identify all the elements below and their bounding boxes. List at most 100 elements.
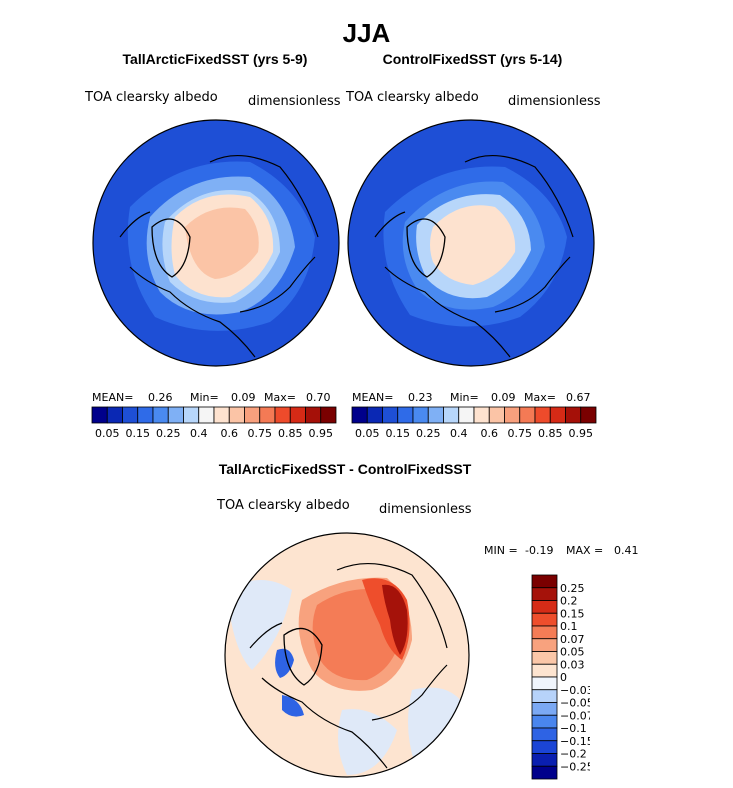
colorbar-tick-label: 0.75 [508, 427, 533, 440]
diff-max-value: 0.41 [614, 544, 639, 557]
colorbar-cell [565, 406, 582, 424]
colorbar-tick-label: 0.75 [248, 427, 273, 440]
colorbar-cell [531, 765, 558, 780]
colorbar-tick-label: 0.25 [560, 582, 585, 595]
panel-title-tall: TallArcticFixedSST (yrs 5-9) [122, 51, 308, 67]
diff-title: TallArcticFixedSST - ControlFixedSST [218, 461, 472, 477]
colorbar-tick-label: 0.05 [355, 427, 380, 440]
colorbar-tick-label: 0.4 [190, 427, 208, 440]
colorbar-cell [91, 406, 108, 424]
colorbar-cell [531, 727, 558, 742]
colorbar-tick-label: 0.25 [416, 427, 441, 440]
map-diff [224, 532, 470, 778]
colorbar-cell [531, 587, 558, 601]
colorbar-cell [397, 406, 414, 424]
colorbar-cell [473, 406, 490, 424]
colorbar-tick-label: −0.03 [560, 684, 590, 697]
colorbar-cell [580, 406, 597, 424]
colorbar-tick-label: 0 [560, 671, 567, 684]
coastline-greenland [283, 627, 323, 686]
colorbar-tick-label: 0.95 [309, 427, 334, 440]
colorbar-tick-label: 0.15 [386, 427, 411, 440]
colorbar-cell [183, 406, 200, 424]
region-negative-1 [275, 648, 304, 717]
panel-units-tall: dimensionless [248, 94, 341, 109]
colorbar-tick-label: 0.6 [481, 427, 499, 440]
max-value: 0.67 [566, 391, 591, 404]
panel-units-control: dimensionless [508, 94, 601, 109]
colorbar-cell [531, 625, 558, 640]
colorbar-cell [289, 406, 306, 424]
coastline-greenland [406, 218, 446, 278]
min-label: Min= [190, 391, 219, 404]
coastline-north-america [374, 211, 511, 358]
colorbar-cell [488, 406, 505, 424]
diff-variable: TOA clearsky albedo [217, 498, 350, 513]
colorbar-cell [531, 702, 558, 716]
coastline-north-america [119, 211, 256, 358]
min-value: 0.09 [491, 391, 516, 404]
map-tall [92, 119, 340, 367]
region-max-increase [382, 584, 408, 655]
diff-min-value: -0.19 [525, 544, 554, 557]
mean-label: MEAN= [352, 391, 394, 404]
colorbar-cell [531, 714, 558, 729]
colorbar-tick-label: −0.2 [560, 748, 587, 761]
colorbar-cell [259, 406, 276, 424]
colorbar-cell [427, 406, 444, 424]
colorbar-tick-label: 0.25 [156, 427, 181, 440]
max-label: Max= [524, 391, 556, 404]
colorbar-cell [504, 406, 521, 424]
colorbar-cell [412, 406, 429, 424]
colorbar-cell [122, 406, 139, 424]
coastline-north-america [249, 622, 388, 769]
colorbar-tick-label: 0.4 [450, 427, 468, 440]
map-border [347, 119, 595, 367]
diff-min-label: MIN = [484, 544, 518, 557]
map-border [92, 119, 340, 367]
colorbar-tick-label: −0.15 [560, 735, 590, 748]
colorbar-control: 0.05 0.15 0.25 0.4 0.6 0.75 0.85 0.95 [351, 406, 597, 440]
colorbar-cell [531, 600, 558, 614]
coastline-eurasia [209, 154, 319, 313]
min-label: Min= [450, 391, 479, 404]
coastline-greenland [151, 218, 191, 278]
colorbar-tick-label: 0.95 [569, 427, 594, 440]
colorbar-cell [320, 406, 337, 424]
colorbar-cell [152, 406, 169, 424]
colorbar-tick-label: −0.05 [560, 697, 590, 710]
colorbar-cell [198, 406, 215, 424]
colorbar-tick-label: −0.25 [560, 760, 590, 773]
colorbar-tick-label: −0.07 [560, 709, 590, 722]
colorbar-cell [228, 406, 245, 424]
diff-units: dimensionless [379, 502, 472, 517]
panel-title-control: ControlFixedSST (yrs 5-14) [382, 51, 563, 67]
colorbar-cell [531, 689, 558, 703]
colorbar-tick-label: 0.6 [221, 427, 239, 440]
region-high-ice [185, 207, 259, 279]
colorbar-cell [351, 406, 368, 424]
colorbar-tick-label: −0.1 [560, 722, 587, 735]
colorbar-cell [305, 406, 322, 424]
colorbar-tall: 0.05 0.15 0.25 0.4 0.6 0.75 0.85 0.95 [91, 406, 337, 440]
colorbar-tick-label: 0.15 [560, 607, 585, 620]
colorbar-tick-label: 0.15 [126, 427, 151, 440]
coastline-eurasia [336, 562, 448, 721]
diff-max-label: MAX = [566, 544, 604, 557]
panel-variable-control: TOA clearsky albedo [346, 90, 479, 105]
colorbar-cell [137, 406, 154, 424]
coastline-eurasia [464, 154, 574, 313]
colorbar-tick-label: 0.07 [560, 633, 585, 646]
colorbar-cell [519, 406, 536, 424]
colorbar-tick-label: 0.2 [560, 595, 578, 608]
colorbar-tick-label: 0.1 [560, 620, 578, 633]
colorbar-cell [531, 663, 558, 678]
colorbar-cell [106, 406, 123, 424]
colorbar-cell [382, 406, 399, 424]
colorbar-cell [549, 406, 566, 424]
colorbar-cell [167, 406, 184, 424]
max-label: Max= [264, 391, 296, 404]
figure-title: JJA [342, 18, 391, 48]
colorbar-tick-label: 0.85 [278, 427, 303, 440]
colorbar-cell [274, 406, 291, 424]
